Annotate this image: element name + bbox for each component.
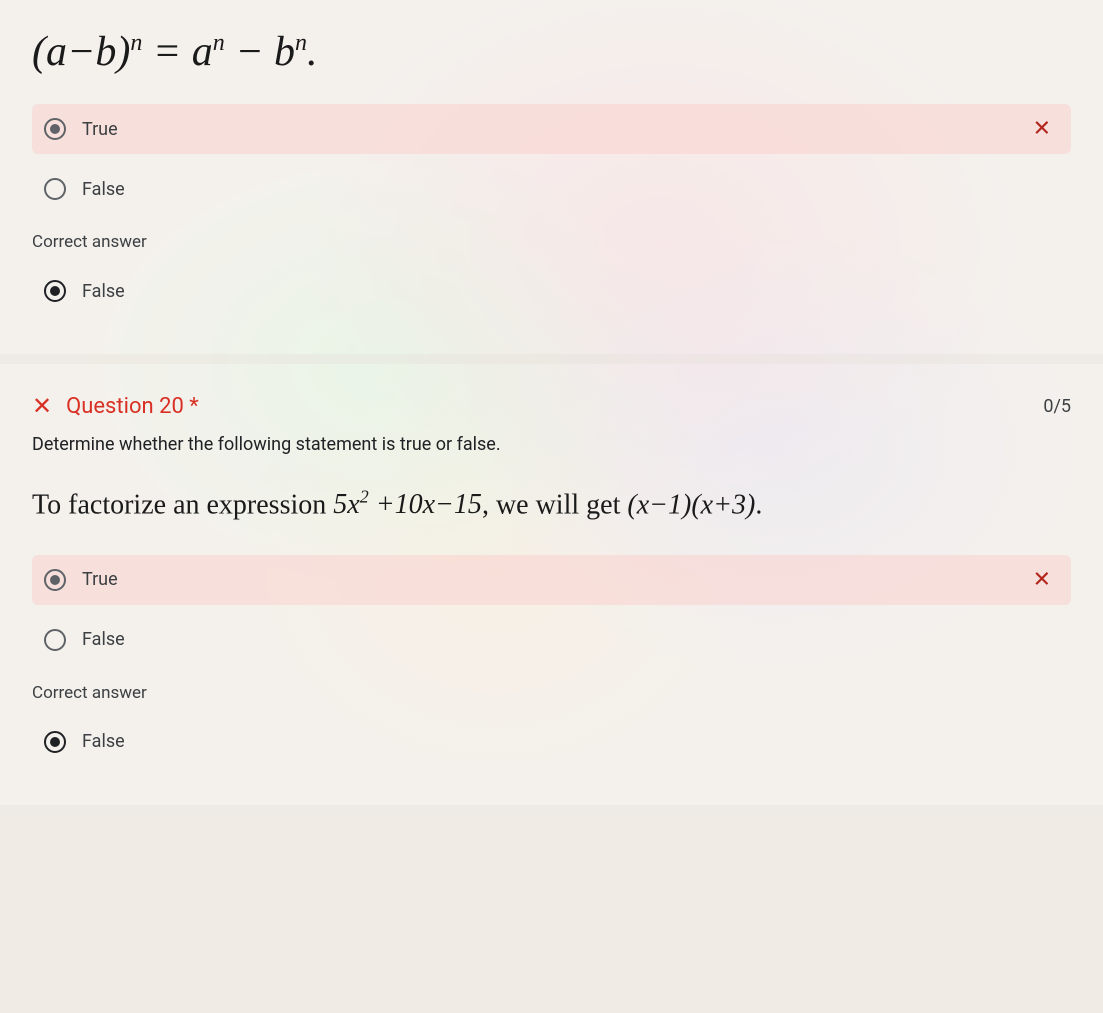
correct-option-label: False (82, 281, 125, 302)
radio-icon (44, 178, 66, 200)
option-label: False (82, 629, 125, 650)
option-label: True (82, 569, 118, 590)
math-factored: (x−1)(x+3) (627, 489, 755, 520)
wrong-x-icon: ✕ (32, 392, 52, 420)
correct-answer-row: False (32, 266, 1071, 316)
question-header: ✕ Question 20 * 0/5 (32, 392, 1071, 420)
wrong-x-icon: ✕ (1033, 567, 1051, 592)
option-true[interactable]: True ✕ (32, 555, 1071, 605)
question-19-card: (a−b)n = an − bn. True ✕ False Correct a… (0, 0, 1103, 364)
question-title: Question 20 * (66, 394, 199, 419)
equation-19: (a−b)n = an − bn. (32, 28, 1071, 76)
statement-text: . (755, 489, 762, 520)
option-true[interactable]: True ✕ (32, 104, 1071, 154)
wrong-x-icon: ✕ (1033, 117, 1051, 142)
score-badge: 0/5 (1043, 396, 1071, 417)
question-statement: To factorize an expression 5x2 +10x−15, … (32, 485, 1071, 525)
option-false[interactable]: False (32, 615, 1071, 665)
correct-answer-row: False (32, 717, 1071, 767)
radio-icon (44, 569, 66, 591)
option-false[interactable]: False (32, 164, 1071, 214)
radio-icon (44, 629, 66, 651)
radio-icon (44, 731, 66, 753)
option-label: False (82, 179, 125, 200)
correct-answer-heading: Correct answer (32, 683, 1071, 703)
question-20-card: ✕ Question 20 * 0/5 Determine whether th… (0, 364, 1103, 815)
radio-icon (44, 118, 66, 140)
correct-option-label: False (82, 731, 125, 752)
math-expression: 5x2 +10x−15 (333, 489, 482, 520)
radio-icon (44, 280, 66, 302)
option-label: True (82, 119, 118, 140)
statement-text: To factorize an expression (32, 489, 333, 520)
correct-answer-heading: Correct answer (32, 232, 1071, 252)
question-instruction: Determine whether the following statemen… (32, 434, 1071, 455)
statement-text: , we will get (482, 489, 627, 520)
